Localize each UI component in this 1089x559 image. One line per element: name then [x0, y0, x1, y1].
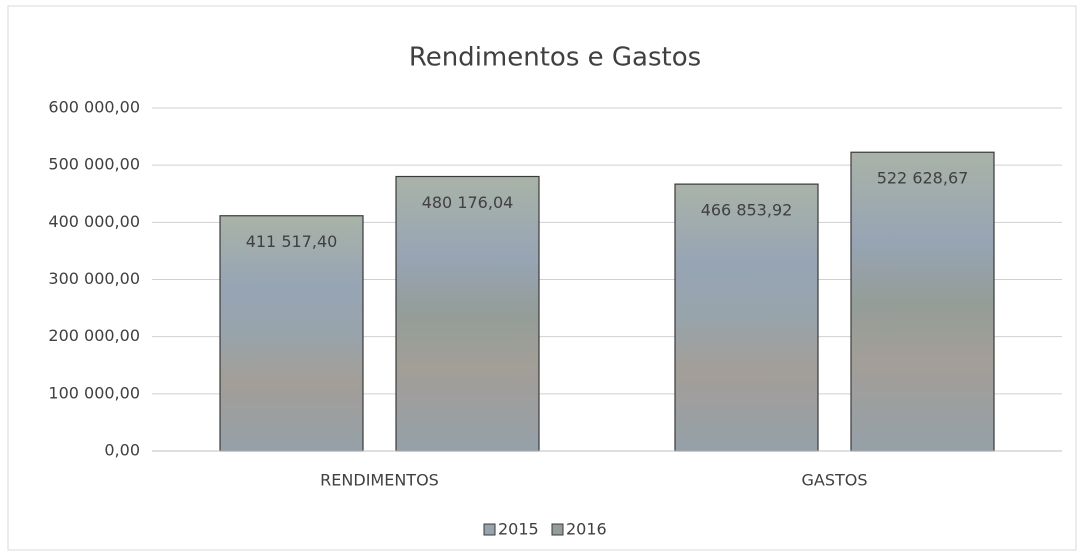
y-tick-label: 600 000,00	[48, 98, 140, 117]
y-tick-label: 500 000,00	[48, 155, 140, 174]
data-label: 480 176,04	[422, 193, 514, 212]
legend-swatch	[483, 523, 496, 536]
chart-title: Rendimentos e Gastos	[409, 43, 701, 73]
legend-label: 2016	[566, 520, 607, 539]
y-tick-label: 400 000,00	[48, 212, 140, 231]
y-tick-label: 0,00	[104, 441, 140, 460]
bar	[674, 183, 819, 452]
x-tick-label: GASTOS	[801, 471, 867, 490]
bar	[850, 151, 995, 452]
y-tick-label: 100 000,00	[48, 383, 140, 402]
y-tick-label: 200 000,00	[48, 326, 140, 345]
x-tick-label: RENDIMENTOS	[320, 471, 439, 490]
bar	[395, 175, 540, 452]
legend-label: 2015	[498, 520, 539, 539]
legend-swatch	[551, 523, 564, 536]
data-label: 466 853,92	[701, 201, 793, 220]
y-tick-label: 300 000,00	[48, 269, 140, 288]
data-label: 411 517,40	[246, 232, 338, 251]
bar	[219, 215, 364, 452]
data-label: 522 628,67	[877, 169, 969, 188]
